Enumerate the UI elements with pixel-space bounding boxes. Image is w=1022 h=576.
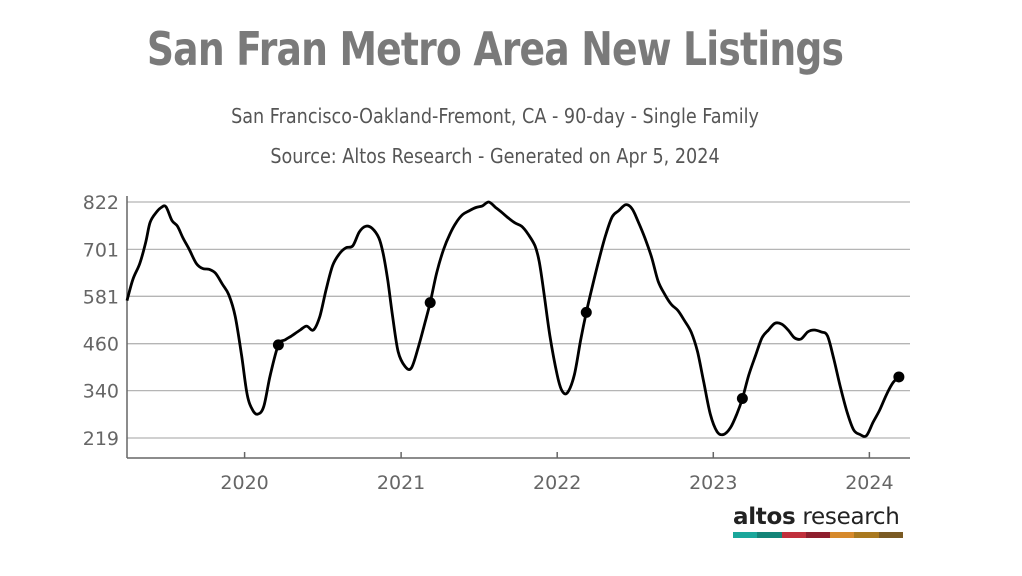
y-tick-label: 701 bbox=[83, 239, 119, 261]
x-tick-label: 2020 bbox=[220, 472, 268, 494]
data-point-marker bbox=[424, 297, 436, 309]
x-tick-label: 2022 bbox=[533, 472, 581, 494]
logo-bar-segment bbox=[854, 532, 879, 538]
logo-bar-segment bbox=[781, 532, 806, 538]
axis: 822 701 581 460 340 219 2020 2021 2022 2023 2024 bbox=[83, 192, 910, 494]
x-tick-label: 2024 bbox=[845, 472, 893, 494]
y-tick-label: 340 bbox=[83, 381, 119, 403]
logo-bar-segment bbox=[830, 532, 855, 538]
x-tick-label: 2023 bbox=[689, 472, 737, 494]
y-tick-label: 822 bbox=[83, 192, 119, 214]
data-point-marker bbox=[580, 306, 592, 318]
chart-subtitle: San Francisco-Oakland-Fremont, CA - 90-d… bbox=[231, 104, 759, 128]
x-tick-label: 2021 bbox=[377, 472, 425, 494]
chart-source: Source: Altos Research - Generated on Ap… bbox=[270, 144, 720, 168]
logo-bar-segment bbox=[805, 532, 831, 538]
logo-bar-segment bbox=[878, 532, 903, 538]
logo-word-bold: altos bbox=[733, 504, 796, 530]
y-tick-label: 460 bbox=[83, 334, 119, 356]
data-point-marker bbox=[893, 371, 905, 383]
chart-title: San Fran Metro Area New Listings bbox=[146, 22, 844, 76]
series-line bbox=[125, 200, 900, 438]
data-point-marker bbox=[736, 392, 748, 404]
grid-lines bbox=[127, 201, 910, 439]
altos-research-logo: altos research bbox=[733, 504, 903, 538]
logo-word-regular: research bbox=[802, 504, 900, 530]
logo-bar-segment bbox=[733, 532, 758, 538]
y-tick-label: 219 bbox=[83, 428, 119, 450]
logo-bar-segment bbox=[757, 532, 782, 538]
y-tick-label: 581 bbox=[83, 286, 119, 308]
data-point-marker bbox=[272, 339, 284, 351]
logo-color-bar bbox=[733, 532, 903, 538]
marker-layer bbox=[272, 297, 905, 404]
series-layer bbox=[125, 200, 900, 438]
logo-wordmark: altos research bbox=[733, 504, 903, 530]
